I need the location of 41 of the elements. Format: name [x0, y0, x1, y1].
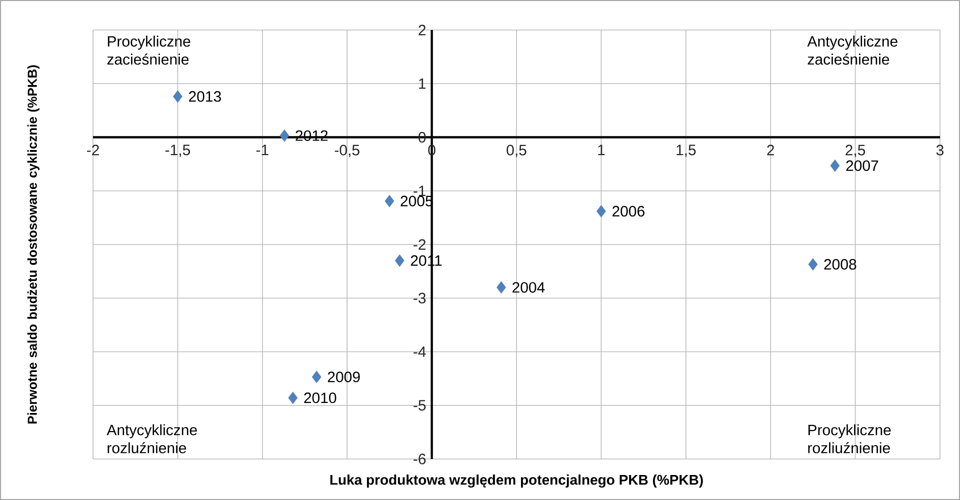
point: [394, 254, 404, 267]
annotation: 2009: [328, 372, 360, 382]
point: [496, 281, 506, 294]
point: [312, 370, 322, 384]
annotation: 2013: [188, 91, 221, 102]
x-tick-label: 0,5: [506, 144, 526, 158]
x-tick-label: 2: [767, 144, 774, 156]
y-tick-label: -2: [414, 239, 426, 250]
annotation: 2007: [846, 160, 878, 171]
y-tick-label: 2: [418, 24, 426, 36]
x-tick-label: -1,5: [165, 144, 190, 158]
annotation: Antycykliczne rozluźnienie: [106, 424, 197, 454]
x-tick-label: 1,5: [676, 144, 696, 158]
x-axis-title: Luka produktowa względem potencjalnego PKB (%PKB): [330, 474, 703, 488]
annotation: 2010: [304, 392, 336, 404]
y-tick-label: 1: [419, 78, 426, 89]
x-tick-label: -2: [87, 144, 99, 156]
x-tick-label: 3: [936, 144, 944, 156]
annotation: 2006: [612, 206, 644, 217]
x-tick-label: 1: [598, 144, 605, 156]
y-tick-label: -6: [414, 454, 426, 464]
point: [173, 90, 182, 103]
annotation: Procykliczne rozliuźnienie: [808, 424, 891, 454]
annotation: 2008: [824, 259, 856, 270]
point: [288, 392, 298, 404]
annotation: 2004: [512, 282, 545, 293]
point: [808, 258, 818, 271]
annotation: Antycykliczne zacieśnienie: [807, 36, 898, 65]
x-tick-label: 2,5: [846, 144, 866, 158]
y-tick-label: -3: [414, 292, 426, 304]
point: [830, 159, 840, 172]
y-tick-label: -5: [414, 400, 426, 411]
y-tick-label: -4: [414, 346, 426, 357]
point: [384, 194, 394, 208]
annotation: Procykliczne zacieśnienie: [107, 36, 190, 65]
point: [280, 129, 290, 142]
y-axis-title: Pierwotne saldo budżetu dostosowane cyklicznie (%PKB): [27, 65, 40, 424]
x-tick-label: -1: [256, 144, 268, 156]
x-tick-label: -0,5: [334, 144, 360, 158]
y-tick-label: -1: [414, 186, 426, 196]
point: [596, 205, 606, 218]
